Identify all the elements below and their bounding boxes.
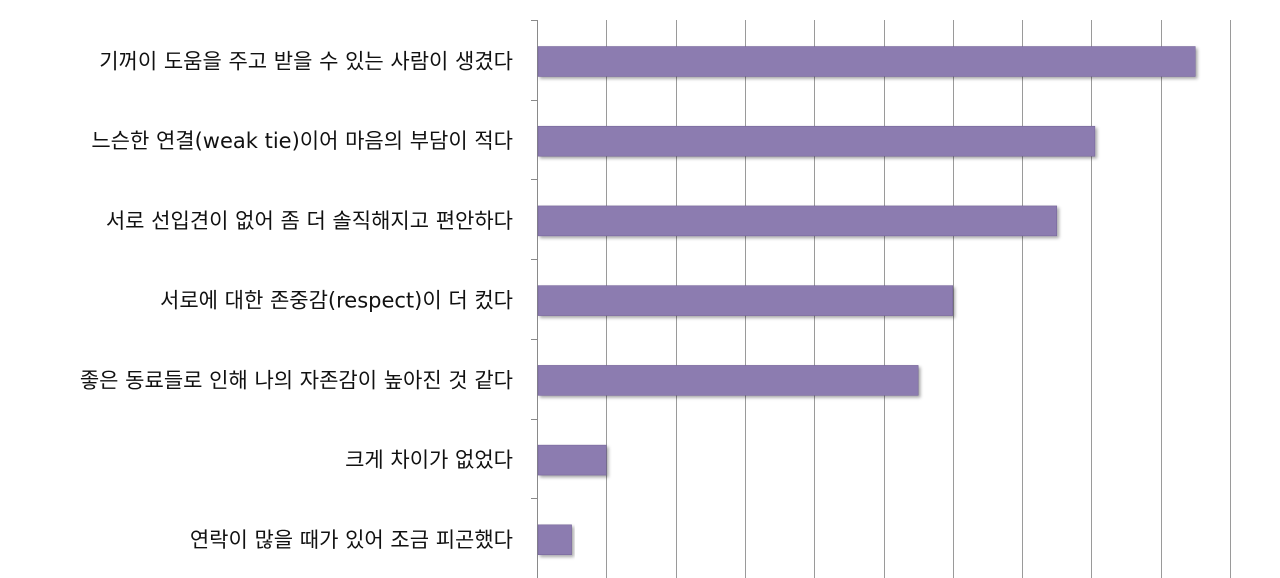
bar (537, 125, 1096, 157)
category-label: 느슨한 연결(weak tie)이어 마음의 부담이 적다 (91, 129, 513, 153)
category-label: 좋은 동료들로 인해 나의 자존감이 높아진 것 같다 (80, 368, 513, 392)
category-label: 서로 선입견이 없어 좀 더 솔직해지고 편안하다 (106, 209, 513, 233)
bar (537, 46, 1196, 77)
bar (537, 365, 919, 396)
bar (537, 285, 954, 316)
bar (537, 205, 1058, 237)
bar (537, 524, 572, 556)
bar (537, 444, 607, 476)
category-label: 크게 차이가 없었다 (345, 448, 513, 472)
category-label: 연락이 많을 때가 있어 조금 피곤했다 (190, 528, 513, 552)
bars (537, 46, 1196, 556)
category-label: 서로에 대한 존중감(respect)이 더 컸다 (160, 289, 513, 313)
y-axis (531, 20, 538, 578)
category-label: 기꺼이 도움을 주고 받을 수 있는 사람이 생겼다 (99, 50, 513, 74)
